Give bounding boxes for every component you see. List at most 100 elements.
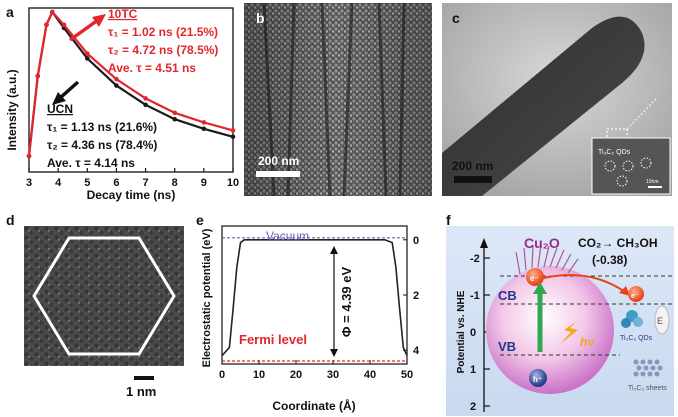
nanorod bbox=[442, 16, 645, 196]
cu2o-sphere bbox=[486, 266, 614, 394]
data-point bbox=[84, 51, 90, 56]
hexagon-outline bbox=[32, 236, 176, 356]
data-point bbox=[84, 56, 90, 61]
y-ticks: 0 2 4 bbox=[403, 235, 420, 357]
data-point bbox=[172, 116, 178, 122]
plot-frame bbox=[28, 7, 234, 173]
x-ticks: 3 4 5 6 7 8 9 10 bbox=[26, 168, 239, 189]
data-point bbox=[230, 128, 236, 133]
reaction-label: CO₂→ CH₃OH bbox=[578, 236, 658, 250]
tem-image: Ti₃C₂ QDs 10nm 200 nm bbox=[442, 3, 672, 196]
ucn-name: UCN bbox=[47, 102, 73, 116]
sem-image: 200 nm bbox=[244, 3, 432, 196]
panel-c: Ti₃C₂ QDs 10nm 200 nm c bbox=[440, 0, 678, 200]
scale-bar bbox=[256, 171, 300, 177]
x-axis-label: Coordinate (Å) bbox=[272, 398, 355, 413]
x-tick-label: 20 bbox=[290, 369, 302, 381]
potential-lines bbox=[221, 237, 408, 362]
hv-label: hν bbox=[580, 335, 594, 349]
hole-label: h⁺ bbox=[533, 375, 542, 384]
y-tick-label: 2 bbox=[470, 401, 476, 413]
ucn-tau1: τ₁ = 1.13 ns (21.6%) bbox=[47, 120, 157, 134]
panel-e: e Electrostatic potential (eV) 0 10 20 30 40… bbox=[196, 212, 436, 417]
y-axis-label: Intensity (a.u.) bbox=[5, 69, 19, 150]
potential-curve bbox=[221, 238, 408, 357]
reaction-potential: (-0.38) bbox=[592, 253, 627, 267]
tentc-name: 10TC bbox=[108, 7, 138, 21]
sheets-label: Ti₃C₂ sheets bbox=[628, 385, 667, 392]
ti3c2-sheet bbox=[633, 359, 663, 377]
qds-cluster bbox=[621, 310, 643, 328]
data-point bbox=[143, 96, 148, 101]
x-tick-label: 10 bbox=[253, 369, 265, 381]
x-tick-label: 9 bbox=[201, 177, 207, 189]
x-tick-label: 4 bbox=[55, 177, 62, 189]
data-point bbox=[61, 22, 67, 28]
y-tick-label: 2 bbox=[413, 290, 419, 302]
data-point bbox=[35, 73, 41, 79]
scale-bar bbox=[454, 176, 492, 183]
electron-label-2: e⁻ bbox=[631, 293, 639, 300]
hole-ball bbox=[529, 369, 547, 387]
scale-bar-label: 200 nm bbox=[258, 154, 299, 168]
qds-label: Ti₃C₂ QDs bbox=[620, 335, 653, 342]
x-tick-label: 0 bbox=[219, 369, 225, 381]
band-diagram: Potential vs. NHE -2 -1 0 1 2 Cu₂O CO₂→ CH₃O… bbox=[446, 226, 674, 416]
ucn-ave: Ave. τ = 4.14 ns bbox=[47, 156, 135, 170]
x-tick-label: 8 bbox=[172, 177, 178, 189]
data-point bbox=[201, 126, 207, 132]
panel-d-label: d bbox=[6, 212, 15, 228]
panel-f: f Potential vs. NHE -2 bbox=[440, 212, 678, 417]
work-function-label: Φ = 4.39 eV bbox=[339, 267, 354, 338]
x-tick-label: 5 bbox=[84, 177, 90, 189]
x-tick-label: 50 bbox=[401, 369, 413, 381]
y-tick-label: 0 bbox=[413, 235, 419, 247]
panel-e-label: e bbox=[196, 212, 204, 228]
electron-ball bbox=[526, 268, 544, 286]
ef-ellipse bbox=[654, 305, 670, 335]
red-arrow-line bbox=[68, 18, 100, 42]
x-tick-label: 3 bbox=[26, 177, 32, 189]
panel-f-label: f bbox=[446, 212, 451, 228]
cb-label: CB bbox=[498, 288, 517, 303]
panel-c-label: c bbox=[452, 10, 460, 26]
panel-a-label: a bbox=[6, 4, 14, 20]
panel-b-label: b bbox=[256, 10, 265, 26]
transfer-arrow bbox=[543, 274, 626, 293]
data-point bbox=[143, 102, 148, 108]
x-tick-label: 30 bbox=[327, 369, 339, 381]
panel-a: a Intensity (a.u.) 3 4 5 6 7 8 9 10 Decay time … bbox=[0, 0, 240, 205]
decay-chart: Intensity (a.u.) 3 4 5 6 7 8 9 10 Decay time (n… bbox=[5, 7, 239, 202]
panel-d: d 1 nm bbox=[0, 212, 195, 417]
scale-bar-label: 200 nm bbox=[452, 159, 493, 173]
ef-label: E bbox=[657, 316, 663, 326]
y-tick-label: 1 bbox=[470, 364, 476, 376]
panel-b: 200 nm b bbox=[240, 0, 436, 200]
tentc-tau2: τ₂ = 4.72 ns (78.5%) bbox=[108, 43, 218, 57]
data-point bbox=[230, 134, 236, 140]
y-ticks: -2 -1 0 1 2 bbox=[470, 253, 490, 413]
tentc-tau1: τ₁ = 1.02 ns (21.5%) bbox=[108, 25, 218, 39]
scale-bar-label: 1 nm bbox=[126, 384, 157, 399]
x-axis-label: Decay time (ns) bbox=[87, 188, 176, 202]
inset-scale: 10nm bbox=[646, 179, 659, 185]
y-tick-label: -2 bbox=[470, 253, 480, 265]
y-tick-label: -1 bbox=[470, 290, 480, 302]
data-point bbox=[44, 22, 49, 28]
potential-chart: Electrostatic potential (eV) 0 10 20 30 40 50… bbox=[201, 225, 420, 413]
data-point bbox=[201, 120, 207, 125]
fermi-label: Fermi level bbox=[239, 332, 307, 347]
cu2o-nanowires bbox=[515, 244, 579, 275]
vacuum-label: Vacuum bbox=[266, 229, 309, 243]
black-arrow-line bbox=[58, 80, 80, 100]
cu2o-label: Cu₂O bbox=[524, 235, 560, 251]
y-tick-label: 4 bbox=[413, 345, 420, 357]
electron-label: e⁻ bbox=[530, 274, 539, 283]
data-point bbox=[114, 76, 119, 82]
hrtem-image bbox=[24, 226, 184, 366]
x-tick-label: 6 bbox=[113, 177, 119, 189]
data-point bbox=[114, 83, 119, 88]
y-axis-label: Potential vs. NHE bbox=[456, 290, 467, 373]
scale-bar bbox=[134, 376, 154, 380]
red-arrow-head bbox=[92, 14, 106, 27]
